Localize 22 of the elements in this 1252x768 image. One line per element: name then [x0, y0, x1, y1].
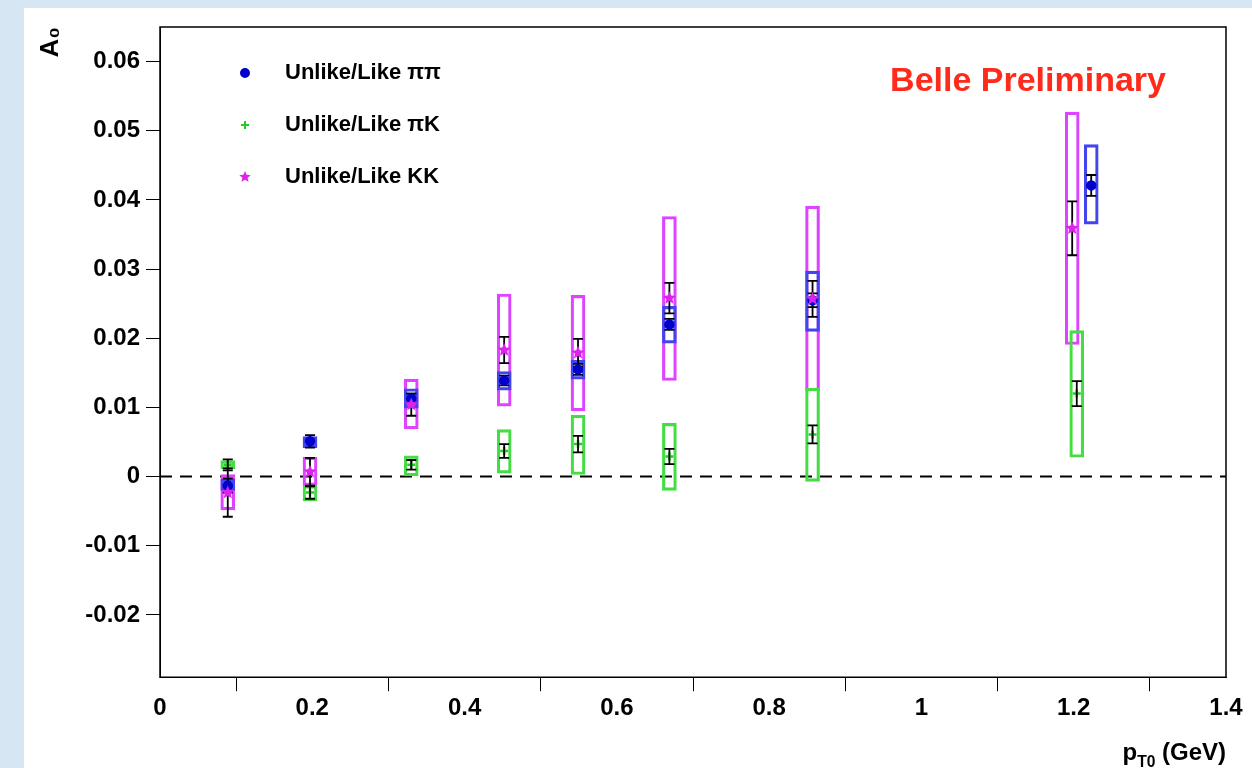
y-axis-title: A₀ — [34, 26, 64, 58]
y-tick-label: -0.02 — [85, 599, 140, 627]
annotation: Belle Preliminary — [890, 60, 1167, 98]
x-tick-label: 1 — [914, 693, 929, 721]
y-tick-label: 0 — [126, 461, 140, 489]
x-tick-label: 0.6 — [600, 693, 634, 721]
y-tick-label: 0.06 — [93, 46, 140, 74]
legend-label: Unlike/Like KK — [285, 163, 440, 189]
x-tick-label: 0.8 — [752, 693, 786, 721]
y-tick-label: 0.02 — [93, 322, 140, 350]
y-tick-label: 0.01 — [93, 392, 140, 420]
x-tick-label: 1.4 — [1209, 693, 1244, 721]
x-tick-label: 0 — [153, 693, 167, 721]
y-tick-label: 0.03 — [93, 253, 140, 281]
x-tick-label: 1.2 — [1057, 693, 1091, 721]
y-tick-label: 0.05 — [93, 115, 140, 143]
x-tick-label: 0.2 — [295, 693, 329, 721]
legend-label: Unlike/Like ππ — [285, 59, 442, 85]
legend-label: Unlike/Like πK — [285, 111, 441, 137]
y-tick-label: 0.04 — [93, 184, 141, 212]
y-tick-label: -0.01 — [85, 530, 140, 558]
x-tick-label: 0.4 — [447, 693, 482, 721]
